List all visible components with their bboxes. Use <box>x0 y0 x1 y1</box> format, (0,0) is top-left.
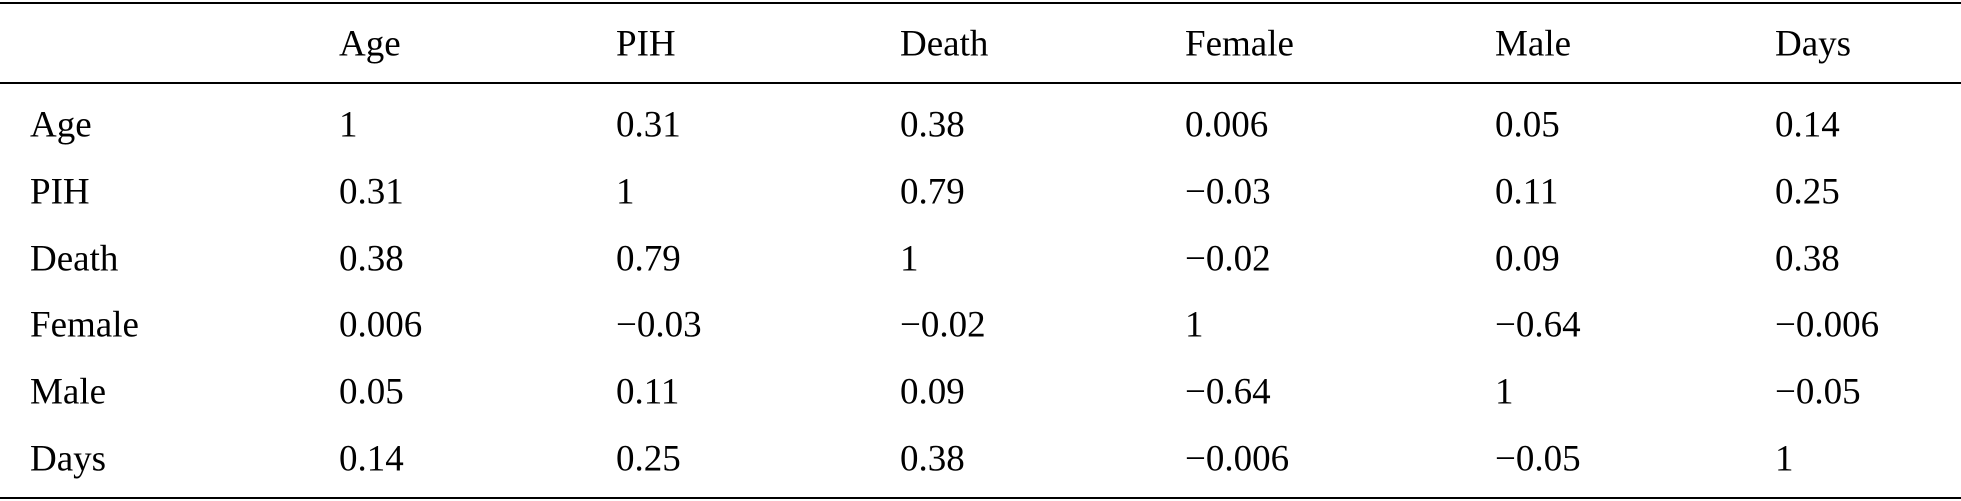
cell-value: −0.64 <box>1185 371 1271 413</box>
cell-value: 0.006 <box>339 304 423 346</box>
cell-value: 0.31 <box>616 104 681 146</box>
cell-value: 0.05 <box>339 371 404 413</box>
column-header: Days <box>1775 23 1852 65</box>
row-label: Male <box>30 371 107 413</box>
cell-value: 0.25 <box>616 438 681 480</box>
cell-value: −0.03 <box>616 304 702 346</box>
cell-value: 0.09 <box>900 371 965 413</box>
cell-value: 0.38 <box>1775 238 1840 280</box>
cell-value: 1 <box>616 171 635 213</box>
cell-value: 0.31 <box>339 171 404 213</box>
cell-value: −0.05 <box>1775 371 1861 413</box>
cell-value: −0.006 <box>1185 438 1290 480</box>
cell-value: 0.14 <box>1775 104 1840 146</box>
column-header: Female <box>1185 23 1294 65</box>
cell-value: 0.11 <box>616 371 680 413</box>
cell-value: 0.09 <box>1495 238 1560 280</box>
column-header: Age <box>339 23 401 65</box>
cell-value: 0.79 <box>900 171 965 213</box>
cell-value: 0.14 <box>339 438 404 480</box>
cell-value: 0.38 <box>339 238 404 280</box>
cell-value: 0.79 <box>616 238 681 280</box>
cell-value: −0.64 <box>1495 304 1581 346</box>
row-label: PIH <box>30 171 90 213</box>
cell-value: 0.25 <box>1775 171 1840 213</box>
cell-value: 0.38 <box>900 438 965 480</box>
row-label: Death <box>30 238 119 280</box>
cell-value: 0.38 <box>900 104 965 146</box>
column-header: Death <box>900 23 989 65</box>
cell-value: 1 <box>1775 438 1794 480</box>
cell-value: 1 <box>1185 304 1204 346</box>
column-header: PIH <box>616 23 676 65</box>
cell-value: −0.006 <box>1775 304 1880 346</box>
cell-value: 0.05 <box>1495 104 1560 146</box>
bottom-rule <box>0 497 1961 499</box>
cell-value: −0.05 <box>1495 438 1581 480</box>
column-header: Male <box>1495 23 1572 65</box>
row-label: Age <box>30 104 92 146</box>
cell-value: 1 <box>900 238 919 280</box>
header-rule <box>0 82 1961 84</box>
cell-value: −0.02 <box>1185 238 1271 280</box>
cell-value: −0.03 <box>1185 171 1271 213</box>
top-rule <box>0 2 1961 4</box>
row-label: Days <box>30 438 107 480</box>
row-label: Female <box>30 304 139 346</box>
cell-value: 1 <box>1495 371 1514 413</box>
cell-value: 0.006 <box>1185 104 1269 146</box>
cell-value: 1 <box>339 104 358 146</box>
cell-value: 0.11 <box>1495 171 1559 213</box>
cell-value: −0.02 <box>900 304 986 346</box>
